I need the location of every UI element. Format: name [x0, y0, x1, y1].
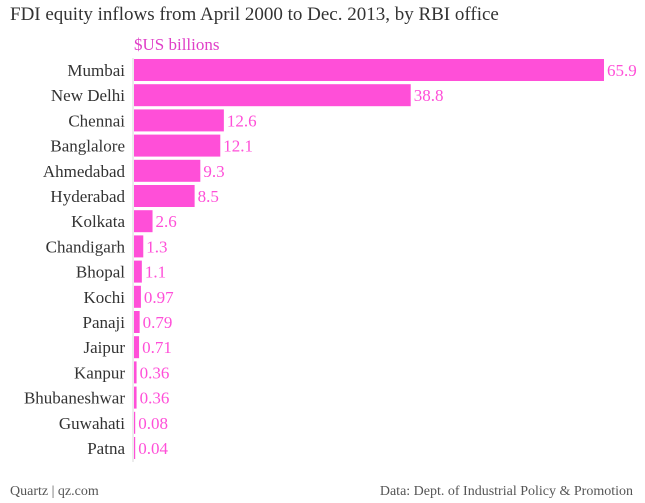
bar-12 [134, 361, 137, 384]
bar-14 [134, 411, 136, 434]
bar-10 [134, 311, 140, 333]
value-label-11: 0.71 [142, 338, 172, 357]
category-label-15: Patna [87, 439, 125, 458]
value-label-0: 65.9 [607, 61, 637, 80]
value-label-6: 2.6 [156, 212, 177, 231]
value-label-5: 8.5 [198, 187, 219, 206]
footer-source: Data: Dept. of Industrial Policy & Promo… [379, 484, 633, 499]
bar-9 [134, 285, 141, 308]
value-label-13: 0.36 [140, 389, 170, 408]
category-label-3: Banglalore [50, 137, 125, 156]
category-label-9: Kochi [83, 288, 125, 307]
value-label-12: 0.36 [140, 363, 170, 382]
bar-6 [134, 210, 153, 233]
bar-2 [134, 109, 224, 132]
bar-11 [134, 336, 140, 359]
value-label-4: 9.3 [203, 162, 224, 181]
category-label-11: Jaipur [83, 338, 125, 357]
footer-credit: Quartz | qz.com [10, 484, 99, 499]
value-label-14: 0.08 [138, 414, 168, 433]
bar-13 [134, 386, 137, 409]
value-label-7: 1.3 [146, 237, 167, 256]
unit-label: $US billions [134, 35, 220, 54]
value-label-3: 12.1 [223, 137, 253, 156]
category-label-13: Bhubaneshwar [24, 389, 125, 408]
bar-15 [134, 437, 136, 459]
category-label-8: Bhopal [76, 263, 125, 282]
value-label-2: 12.6 [227, 111, 257, 130]
category-label-0: Mumbai [67, 61, 125, 80]
bar-0 [134, 59, 604, 81]
category-label-6: Kolkata [71, 212, 125, 231]
bar-7 [134, 235, 144, 258]
category-label-1: New Delhi [51, 86, 125, 105]
category-label-10: Panaji [83, 313, 126, 332]
category-label-4: Ahmedabad [43, 162, 126, 181]
bar-1 [134, 84, 411, 107]
bar-5 [134, 185, 195, 207]
value-label-10: 0.79 [143, 313, 173, 332]
value-label-9: 0.97 [144, 288, 174, 307]
category-label-12: Kanpur [74, 363, 125, 382]
value-label-1: 38.8 [414, 86, 444, 105]
category-label-14: Guwahati [59, 414, 125, 433]
bar-3 [134, 134, 221, 157]
value-label-15: 0.04 [138, 439, 168, 458]
category-label-5: Hyderabad [50, 187, 125, 206]
value-label-8: 1.1 [145, 263, 166, 282]
bar-4 [134, 159, 201, 182]
bar-8 [134, 260, 142, 283]
category-label-2: Chennai [68, 111, 125, 130]
category-label-7: Chandigarh [46, 237, 126, 256]
chart-title: FDI equity inflows from April 2000 to De… [10, 4, 499, 25]
